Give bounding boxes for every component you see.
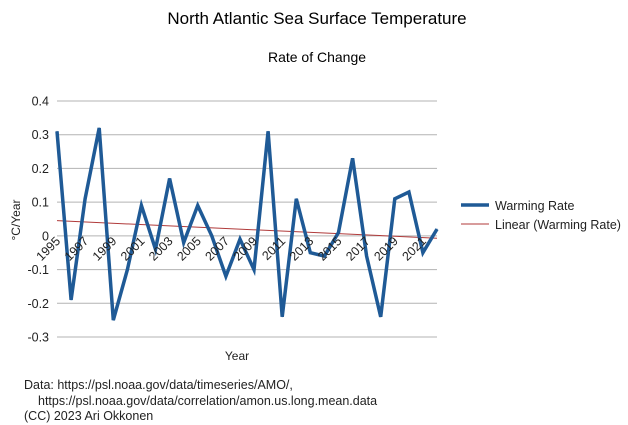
footer: Data: https://psl.noaa.gov/data/timeseri… [24,378,377,425]
x-tick-label: 1995 [34,234,64,264]
data-point [225,275,227,277]
y-tick-label: 0.4 [32,95,49,109]
y-tick-label: 0.1 [32,196,49,210]
y-tick-label: 0.2 [32,162,49,176]
y-tick-label: -0.2 [27,297,49,311]
data-point [394,198,396,200]
data-point [309,252,311,254]
legend: Warming Rate Linear (Warming Rate) [461,199,621,232]
x-tick-label: 2005 [174,234,204,264]
data-point [155,248,157,250]
footer-data-source-1: Data: https://psl.noaa.gov/data/timeseri… [24,378,293,392]
x-tick-label: 2015 [315,234,345,264]
data-point [140,205,142,207]
x-tick-label: 2011 [259,234,288,263]
chart-title: North Atlantic Sea Surface Temperature [167,9,466,28]
data-point [267,130,269,132]
x-tick-label: 1999 [90,234,120,264]
legend-label-warming-rate: Warming Rate [495,199,574,213]
grid [57,100,437,338]
data-point [197,205,199,207]
data-point [84,198,86,200]
data-point [323,255,325,257]
data-point [337,231,339,233]
data-point [98,127,100,129]
y-tick-label: 0.3 [32,128,49,142]
data-point [436,228,438,230]
data-point [408,191,410,193]
y-tick-label: -0.1 [27,263,49,277]
legend-label-linear: Linear (Warming Rate) [495,218,621,232]
data-point [112,319,114,321]
data-point [281,316,283,318]
data-point [126,269,128,271]
series-warming-rate-line [55,127,439,321]
chart-subtitle: Rate of Change [268,49,366,65]
x-tick-label: 2001 [118,234,148,264]
data-point [295,198,297,200]
trend-line-segment [56,220,438,239]
data-point [56,130,58,132]
y-tick-label: -0.3 [27,331,49,345]
data-point [366,255,368,257]
data-point [70,299,72,301]
x-tick-label: 2007 [202,234,232,264]
data-point [211,235,213,237]
data-point [422,252,424,254]
x-axis-title: Year [225,349,249,363]
data-point [169,178,171,180]
footer-data-source-2: https://psl.noaa.gov/data/correlation/am… [38,393,378,408]
y-axis-ticks: -0.3 -0.2 -0.1 0 0.1 0.2 0.3 0.4 [27,95,49,345]
y-tick-label: 0 [42,229,49,243]
data-point [183,242,185,244]
footer-copyright: (CC) 2023 Ari Okkonen [24,409,154,423]
trend-line [56,220,438,239]
data-point [239,238,241,240]
y-axis-title: °C/Year [9,199,23,240]
series-line [55,127,439,321]
data-point [380,316,382,318]
data-point [352,157,354,159]
data-point [253,269,255,271]
